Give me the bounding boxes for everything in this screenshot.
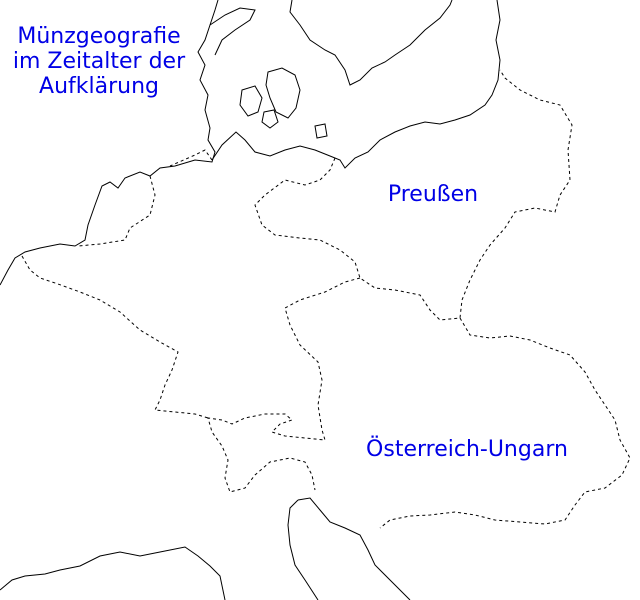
funen-island xyxy=(239,85,263,117)
jutland-north xyxy=(209,7,256,56)
austria-hungary-east-border xyxy=(379,317,631,529)
small-island xyxy=(261,109,279,129)
title-line: Münzgeografie xyxy=(17,24,181,49)
adriatic-west-coast xyxy=(287,499,319,600)
western-border xyxy=(21,255,209,419)
title-line: im Zeitalter der xyxy=(12,49,186,74)
prussia-border xyxy=(254,69,573,321)
austria-hungary-north-border xyxy=(207,277,361,493)
adriatic-east-coast xyxy=(297,497,411,600)
map-title: Münzgeografie im Zeitalter der Aufklärun… xyxy=(0,24,198,99)
north-sea-coast xyxy=(0,0,219,286)
small-island xyxy=(314,123,328,139)
borders xyxy=(21,69,631,529)
label-prussia: Preußen xyxy=(387,182,479,207)
zealand-island xyxy=(265,67,301,119)
baltic-coast xyxy=(211,0,501,169)
title-line: Aufklärung xyxy=(39,74,159,99)
denmark-border xyxy=(77,149,213,247)
coastlines xyxy=(0,0,501,600)
sweden-coast xyxy=(289,0,453,86)
italy-coast xyxy=(0,546,226,600)
label-austria-hungary: Österreich-Ungarn xyxy=(366,437,568,462)
